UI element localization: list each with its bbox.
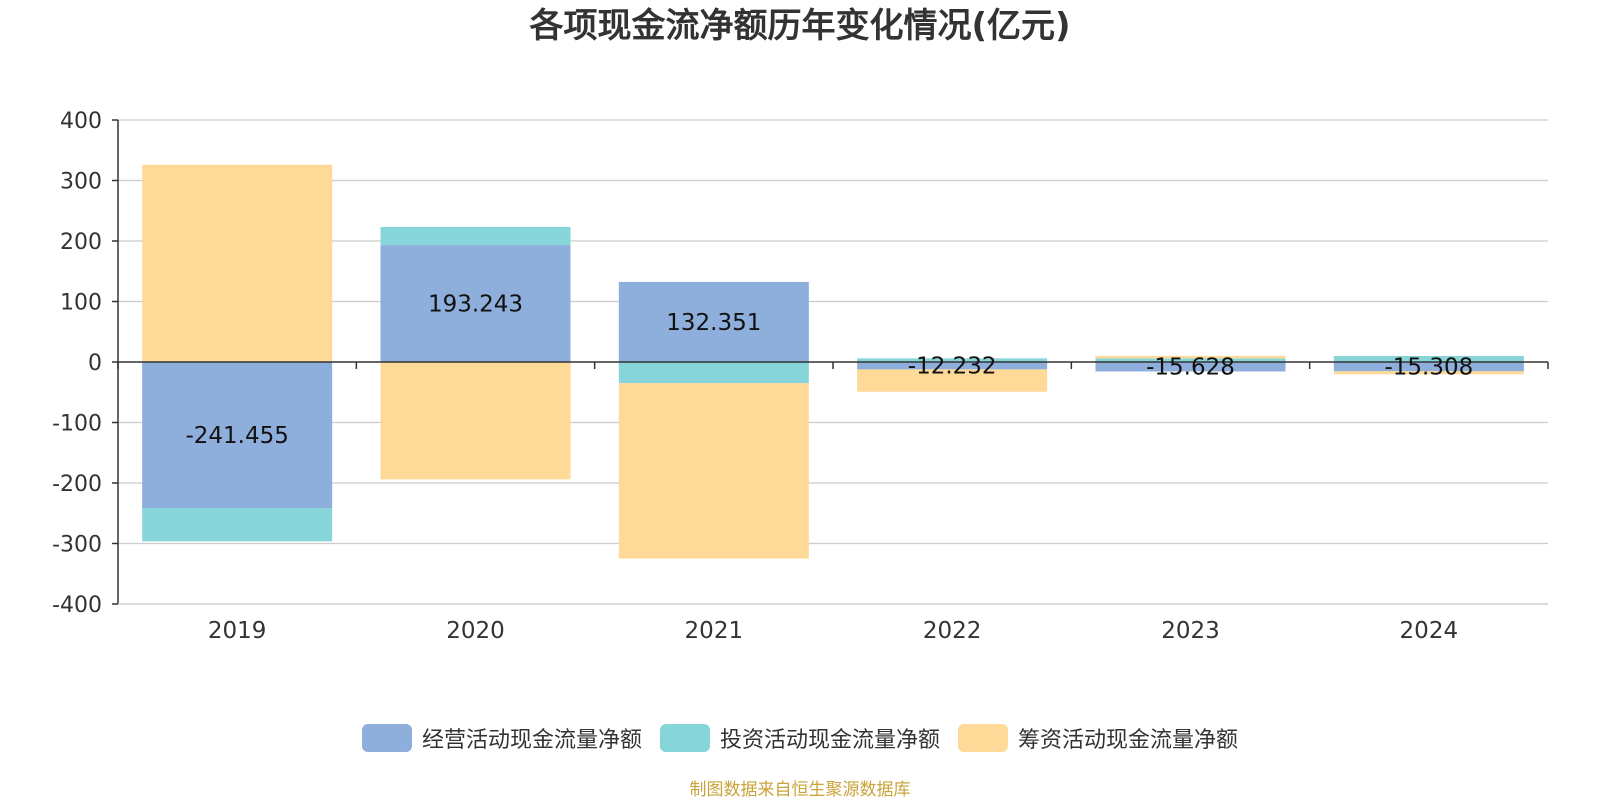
bar-2020-series-0	[380, 245, 571, 362]
bar-2019-series-1	[142, 508, 333, 542]
bar-2020-series-2	[380, 362, 571, 480]
y-tick-label-1: 300	[60, 170, 102, 195]
x-tick-label-2019: 2019	[208, 618, 267, 644]
source-note: 制图数据来自恒生聚源数据库	[689, 780, 911, 800]
bar-2021-series-0	[618, 281, 809, 362]
legend-swatch-financing	[958, 724, 1008, 752]
y-tick-label-0: 400	[60, 109, 102, 134]
bar-2021-series-1	[618, 362, 809, 384]
bar-2020-series-1	[380, 226, 571, 246]
data-label-2019: -241.455	[185, 423, 288, 449]
y-tick-label-8: -400	[52, 593, 102, 618]
bar-2022-series-0	[857, 362, 1048, 370]
legend-item-operating[interactable]: 经营活动现金流量净额	[361, 722, 642, 754]
legend-label-operating: 经营活动现金流量净额	[421, 728, 642, 753]
x-tick-label-2020: 2020	[446, 618, 505, 644]
x-tick-label-2021: 2021	[685, 618, 744, 644]
bar-2024-series-1	[1333, 355, 1524, 362]
y-tick-label-2: 200	[60, 230, 102, 255]
bar-2022-series-2	[857, 369, 1048, 392]
legend-item-investing[interactable]: 投资活动现金流量净额	[659, 722, 940, 754]
x-tick-label-2023: 2023	[1161, 618, 1220, 644]
legend-label-investing: 投资活动现金流量净额	[719, 728, 940, 753]
y-tick-label-3: 100	[60, 291, 102, 316]
legend-swatch-operating	[361, 724, 412, 752]
legend-item-financing[interactable]: 筹资活动现金流量净额	[958, 722, 1238, 754]
bar-2023-series-0	[1095, 362, 1286, 372]
data-label-2023: -15.628	[1146, 355, 1235, 381]
y-tick-label-5: -100	[52, 412, 102, 437]
bar-2021-series-2	[618, 383, 809, 559]
bar-2019-series-0	[142, 362, 333, 509]
bar-2019-series-2	[142, 164, 333, 362]
chart-plot: 400 300 200 100 0 -100 -200 -300 -400 2019 2020 202…	[52, 109, 1549, 644]
data-label-2024: -15.308	[1384, 355, 1473, 381]
legend-label-financing: 筹资活动现金流量净额	[1018, 728, 1239, 753]
y-tick-label-7: -300	[52, 533, 102, 558]
chart-title: 各项现金流净额历年变化情况(亿元)	[529, 6, 1071, 46]
legend-swatch-investing	[659, 724, 710, 752]
data-label-2020: 193.243	[428, 292, 523, 318]
y-tick-label-4: 0	[88, 351, 102, 376]
bar-2024-series-0	[1333, 362, 1524, 372]
bar-2023-series-2	[1095, 355, 1286, 359]
data-label-2022: -12.232	[908, 354, 997, 380]
bar-2023-series-1	[1095, 358, 1286, 362]
data-label-2021: 132.351	[666, 310, 761, 336]
x-tick-label-2022: 2022	[923, 618, 982, 644]
legend: 经营活动现金流量净额 投资活动现金流量净额 筹资活动现金流量净额	[0, 722, 1600, 754]
x-tick-label-2024: 2024	[1400, 618, 1459, 644]
y-tick-label-6: -200	[52, 472, 102, 497]
bar-2022-series-1	[857, 358, 1048, 362]
bar-2024-series-2	[1333, 371, 1524, 375]
